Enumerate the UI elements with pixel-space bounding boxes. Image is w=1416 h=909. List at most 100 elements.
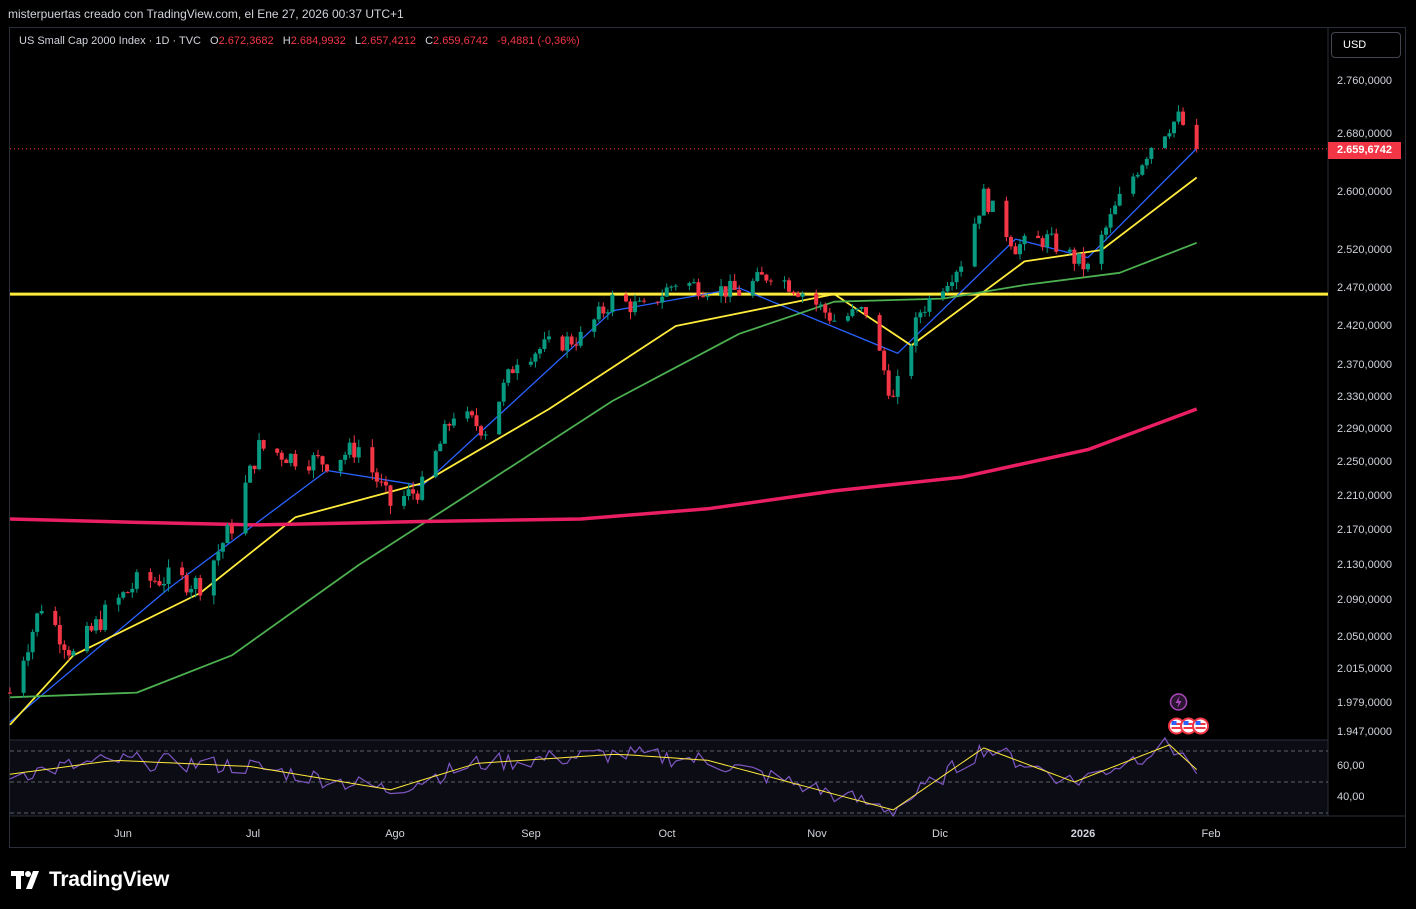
candle-body — [628, 301, 633, 313]
open-value: 2.672,3682 — [218, 35, 274, 47]
price-tick: 1.947,0000 — [1337, 726, 1393, 738]
time-tick: Jul — [245, 828, 261, 840]
rsi-tick: 60,00 — [1337, 760, 1365, 772]
price-tick: 2.250,0000 — [1337, 456, 1393, 468]
candle-body — [275, 448, 280, 453]
price-tick: 2.130,0000 — [1337, 559, 1393, 571]
price-tick: 2.330,0000 — [1337, 391, 1393, 403]
last-price-tag: 2.659,6742 — [1328, 142, 1401, 159]
candle-body — [501, 382, 506, 402]
candle-body — [1176, 111, 1181, 122]
ma-line — [9, 148, 1198, 723]
time-tick: Oct — [658, 828, 676, 840]
candle-body — [1172, 121, 1177, 134]
candle-body — [94, 619, 99, 631]
candle-body — [569, 336, 574, 345]
candle-body — [66, 649, 71, 656]
candle-body — [605, 312, 610, 314]
candle-body — [642, 300, 647, 302]
candle-body — [325, 464, 330, 472]
price-tick: 2.520,0000 — [1337, 244, 1393, 256]
candle-body — [755, 272, 760, 282]
candle-body — [959, 266, 964, 272]
candle-body — [166, 567, 171, 584]
candle-body — [854, 308, 859, 310]
candle-body — [420, 476, 425, 500]
flag-canton — [1171, 721, 1177, 725]
candle-body — [723, 286, 728, 297]
candle-body — [57, 624, 62, 645]
candle-body — [759, 272, 764, 275]
candle-body — [311, 455, 316, 471]
candle-body — [180, 567, 185, 576]
symbol-legend: US Small Cap 2000 Index · 1D · TVC O2.67… — [19, 35, 580, 47]
candle-body — [35, 613, 40, 632]
rsi-tick: 40,00 — [1337, 791, 1365, 803]
candle-body — [306, 466, 311, 471]
candle-body — [374, 472, 379, 482]
candle-body — [565, 336, 570, 351]
candle-body — [152, 580, 157, 582]
candle-body — [787, 280, 792, 292]
candle-body — [664, 287, 669, 297]
candle-body — [823, 304, 828, 313]
tradingview-brand[interactable]: TradingView — [11, 867, 169, 893]
candle-body — [941, 291, 946, 299]
candle-body — [972, 223, 977, 267]
candle-body — [737, 289, 742, 296]
candle-body — [383, 481, 388, 486]
candle-body — [220, 543, 225, 552]
candle-body — [981, 188, 986, 216]
candle-body — [248, 465, 253, 483]
candle-body — [1194, 124, 1199, 149]
candle-body — [592, 319, 597, 332]
candle-body — [402, 496, 407, 506]
candle-body — [882, 350, 887, 371]
candle-body — [261, 440, 266, 449]
candle-body — [528, 361, 533, 365]
candle-body — [986, 188, 991, 212]
candle-body — [1040, 238, 1045, 248]
candle-body — [673, 285, 678, 287]
candle-body — [356, 447, 361, 458]
candle-body — [1085, 263, 1090, 270]
candle-body — [1072, 249, 1077, 264]
currency-button[interactable]: USD — [1331, 32, 1401, 58]
candle-body — [62, 644, 67, 650]
flag-stripe — [1195, 727, 1206, 729]
candle-body — [782, 280, 787, 282]
candle-body — [26, 652, 31, 661]
us-flag-event-icon — [1192, 717, 1210, 735]
candle-body — [732, 280, 737, 290]
candle-body — [691, 282, 696, 284]
candle-body — [257, 440, 262, 470]
candle-body — [719, 286, 724, 297]
candle-body — [510, 369, 515, 374]
close-value: 2.659,6742 — [433, 35, 489, 47]
flag-stripe — [1171, 727, 1182, 729]
candle-body — [1036, 235, 1041, 239]
candle-body — [370, 447, 375, 473]
rsi-line — [9, 736, 1198, 818]
candle-body — [1140, 165, 1145, 175]
candle-body — [537, 349, 542, 354]
low-value: 2.657,4212 — [360, 35, 416, 47]
ma-line — [9, 407, 1198, 527]
candle-body — [1108, 214, 1113, 228]
candle-body — [130, 588, 135, 593]
time-tick: 2026 — [1070, 828, 1096, 840]
rsi-ma-line — [9, 744, 1198, 811]
candle-body — [134, 572, 139, 589]
candle-body — [990, 200, 995, 212]
candle-body — [1162, 136, 1167, 148]
candle-body — [1181, 111, 1186, 125]
price-tick: 2.470,0000 — [1337, 282, 1393, 294]
candle-body — [845, 316, 850, 321]
candle-body — [415, 493, 420, 500]
candle-body — [388, 485, 393, 506]
candle-body — [1004, 200, 1009, 238]
chart-header: misterpuertas creado con TradingView.com… — [8, 7, 404, 21]
candle-body — [1149, 147, 1154, 159]
close-key: C — [425, 35, 434, 47]
